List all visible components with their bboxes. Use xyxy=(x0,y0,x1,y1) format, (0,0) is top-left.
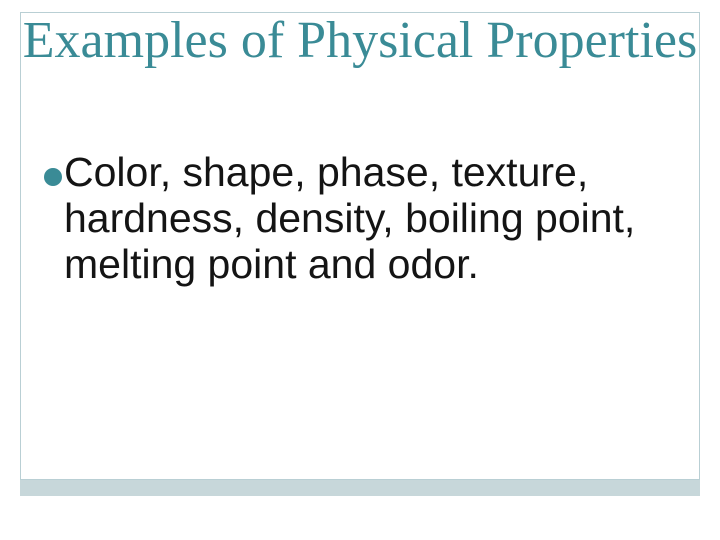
bullet-icon xyxy=(44,168,62,186)
slide: Examples of Physical Properties Color, s… xyxy=(0,0,720,540)
bullet-item: Color, shape, phase, texture, hardness, … xyxy=(44,150,676,288)
bullet-text: Color, shape, phase, texture, hardness, … xyxy=(64,150,676,288)
slide-body: Color, shape, phase, texture, hardness, … xyxy=(44,150,676,288)
decorative-bottom-bar xyxy=(20,480,700,496)
slide-title: Examples of Physical Properties xyxy=(0,14,720,69)
